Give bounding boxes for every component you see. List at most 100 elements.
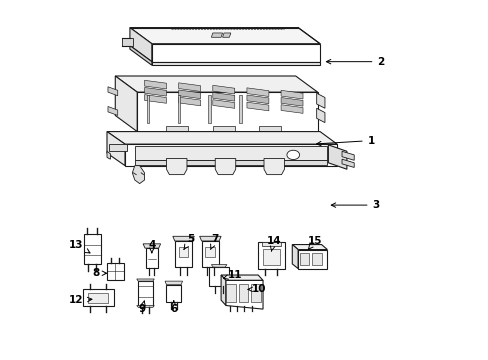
Polygon shape — [107, 151, 110, 159]
Polygon shape — [328, 145, 346, 169]
Polygon shape — [316, 93, 325, 108]
Polygon shape — [164, 281, 182, 285]
Polygon shape — [130, 28, 320, 44]
Polygon shape — [281, 105, 303, 113]
Polygon shape — [299, 253, 309, 265]
Text: 10: 10 — [247, 284, 266, 294]
Polygon shape — [215, 158, 235, 175]
Polygon shape — [341, 151, 353, 160]
Text: 3: 3 — [330, 200, 379, 210]
Polygon shape — [246, 95, 268, 104]
Polygon shape — [109, 144, 127, 151]
Polygon shape — [264, 131, 276, 135]
Text: 4: 4 — [148, 239, 155, 253]
Polygon shape — [208, 95, 210, 123]
Polygon shape — [199, 236, 221, 241]
Polygon shape — [88, 293, 108, 303]
Polygon shape — [135, 160, 327, 165]
Polygon shape — [137, 279, 154, 281]
Polygon shape — [225, 284, 235, 302]
Polygon shape — [166, 126, 188, 131]
Polygon shape — [316, 108, 325, 123]
Polygon shape — [171, 131, 183, 135]
Text: 6: 6 — [170, 301, 177, 314]
Polygon shape — [172, 236, 194, 241]
Polygon shape — [205, 247, 215, 257]
Polygon shape — [115, 76, 317, 92]
Polygon shape — [212, 100, 234, 108]
Polygon shape — [225, 280, 263, 309]
Polygon shape — [222, 33, 230, 37]
Polygon shape — [144, 95, 166, 103]
Polygon shape — [107, 132, 336, 144]
Polygon shape — [221, 275, 263, 280]
Polygon shape — [262, 249, 280, 265]
Polygon shape — [132, 166, 144, 184]
Polygon shape — [211, 33, 222, 37]
Polygon shape — [246, 102, 268, 111]
Polygon shape — [217, 131, 229, 135]
Polygon shape — [143, 244, 160, 248]
Polygon shape — [178, 90, 200, 99]
Polygon shape — [122, 39, 133, 45]
Text: 11: 11 — [223, 270, 242, 280]
Text: 8: 8 — [92, 268, 106, 278]
Polygon shape — [144, 80, 166, 89]
Polygon shape — [130, 28, 152, 62]
Text: 14: 14 — [266, 236, 281, 252]
Polygon shape — [146, 248, 158, 268]
Text: 1: 1 — [316, 136, 374, 146]
Polygon shape — [281, 90, 303, 99]
Polygon shape — [83, 234, 101, 264]
Polygon shape — [115, 76, 137, 132]
Polygon shape — [106, 263, 124, 280]
Polygon shape — [144, 87, 166, 96]
Polygon shape — [264, 158, 284, 175]
Polygon shape — [251, 284, 261, 302]
Polygon shape — [259, 126, 281, 131]
Polygon shape — [137, 92, 317, 132]
Circle shape — [286, 150, 299, 159]
Text: 7: 7 — [210, 234, 219, 249]
Polygon shape — [239, 95, 241, 123]
Polygon shape — [261, 242, 281, 246]
Polygon shape — [147, 95, 149, 123]
Polygon shape — [201, 241, 219, 267]
Polygon shape — [130, 45, 152, 65]
Polygon shape — [166, 285, 181, 302]
Text: 13: 13 — [69, 239, 90, 253]
Polygon shape — [82, 289, 114, 306]
Polygon shape — [108, 87, 118, 96]
Polygon shape — [212, 85, 234, 94]
Text: 2: 2 — [325, 57, 384, 67]
Polygon shape — [152, 62, 320, 65]
Polygon shape — [108, 107, 118, 116]
Polygon shape — [107, 132, 125, 166]
Polygon shape — [257, 242, 285, 269]
Polygon shape — [292, 244, 298, 269]
Polygon shape — [246, 88, 268, 96]
Polygon shape — [209, 267, 228, 286]
Text: 12: 12 — [69, 295, 92, 305]
Polygon shape — [152, 44, 320, 62]
Polygon shape — [166, 158, 186, 175]
Polygon shape — [125, 144, 336, 166]
Polygon shape — [238, 284, 248, 302]
Polygon shape — [312, 253, 322, 265]
Polygon shape — [135, 146, 327, 160]
Polygon shape — [212, 93, 234, 101]
Polygon shape — [177, 95, 180, 123]
Polygon shape — [178, 247, 188, 257]
Polygon shape — [298, 249, 327, 269]
Polygon shape — [281, 98, 303, 106]
Text: 5: 5 — [183, 234, 194, 249]
Polygon shape — [341, 159, 353, 167]
Text: 9: 9 — [138, 301, 145, 314]
Text: 15: 15 — [307, 236, 322, 249]
Polygon shape — [138, 281, 153, 306]
Polygon shape — [211, 265, 226, 267]
Polygon shape — [178, 83, 200, 91]
Polygon shape — [292, 244, 327, 249]
Polygon shape — [178, 97, 200, 106]
Polygon shape — [221, 275, 225, 306]
